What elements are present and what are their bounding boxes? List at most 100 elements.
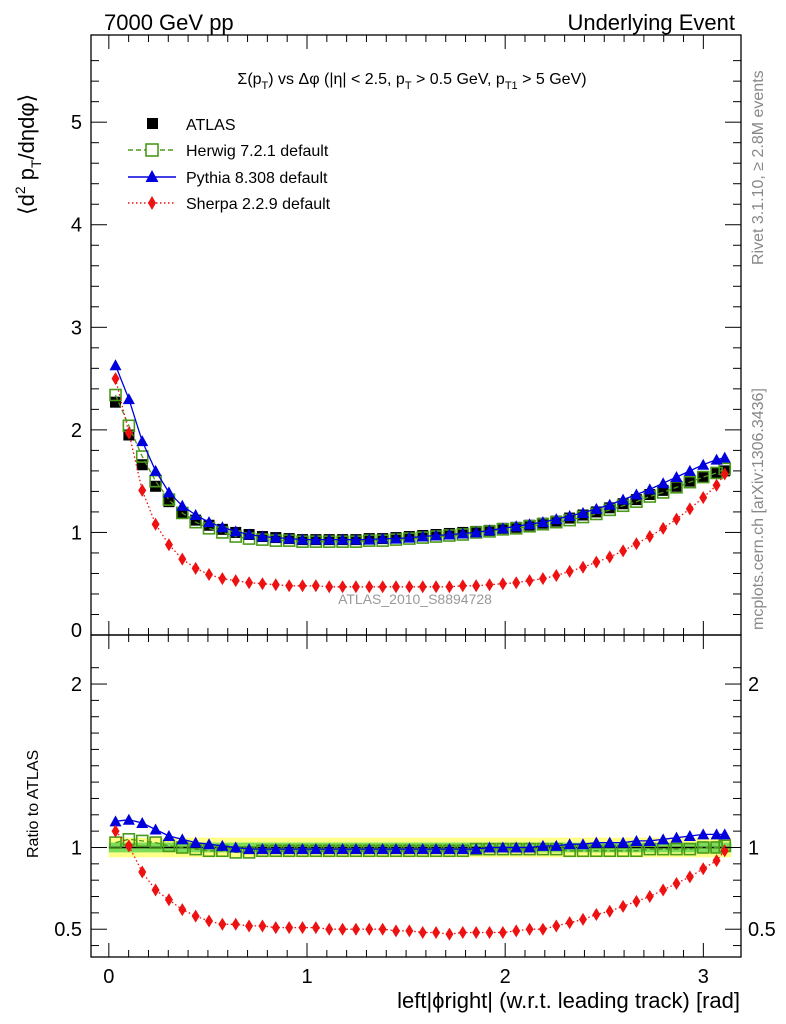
ratio-point-sherpa (124, 839, 133, 853)
x-axis-label: left|ϕright| (w.r.t. leading track) [rad… (397, 988, 740, 1013)
top-point-pythia (657, 477, 670, 489)
legend-marker-pythia (145, 170, 159, 182)
legend-label-atlas: ATLAS (186, 117, 236, 134)
legend-item-atlas: ATLAS (147, 117, 236, 134)
ratio-point-pythia (576, 838, 589, 850)
ratio-point-pythia (403, 843, 416, 855)
top-point-pythia (122, 393, 135, 405)
ratio-point-pythia (162, 830, 175, 842)
ratio-point-pythia (630, 834, 643, 846)
top-point-pythia (376, 532, 389, 544)
top-point-sherpa (552, 569, 561, 583)
ratio-point-sherpa (392, 924, 401, 938)
top-line-pythia (114, 365, 725, 541)
ratio-point-sherpa (271, 921, 280, 935)
ratio-point-pythia (136, 816, 149, 828)
top-point-sherpa (565, 564, 574, 578)
top-point-atlas (670, 480, 682, 492)
ratio-point-sherpa (592, 908, 601, 922)
ratio-point-sherpa (672, 876, 681, 890)
top-point-pythia (683, 464, 696, 476)
ratio-point-pythia (430, 843, 443, 855)
ratio-point-pythia (349, 843, 362, 855)
top-point-pythia (550, 513, 563, 525)
ratio-point-sherpa (632, 894, 641, 908)
top-title: Σ(pT) vs Δφ (|η| < 2.5, pT > 0.5 GeV, pT… (237, 71, 586, 92)
top-point-pythia (256, 530, 269, 542)
top-point-sherpa (538, 572, 547, 586)
ratio-point-sherpa (578, 912, 587, 926)
top-point-sherpa (418, 580, 427, 594)
ratio-point-sherpa (512, 924, 521, 938)
top-point-atlas (644, 488, 656, 500)
top-y-tick-label: 3 (71, 317, 82, 339)
ratio-point-sherpa (432, 925, 441, 939)
title-t3: ) vs Δφ (|η| < 2.5, p (268, 71, 405, 88)
ratio-point-pythia (122, 813, 135, 825)
ratio-point-sherpa (191, 909, 200, 923)
ratio-point-sherpa (338, 922, 347, 936)
ratio-point-pythia (296, 843, 309, 855)
ratio-point-sherpa (565, 916, 574, 930)
ratio-point-sherpa (138, 865, 147, 879)
ratio-point-sherpa (485, 925, 494, 939)
top-ylabel-d: T (28, 159, 44, 168)
ratio-point-pythia (710, 828, 723, 840)
x-tick-label: 0 (103, 966, 114, 988)
top-ylabel: ⟨d2 pT/dηdφ⟩ (12, 94, 44, 215)
top-point-sherpa (191, 561, 200, 575)
ratio-y-tick-label-left: 1 (71, 837, 82, 859)
top-point-pythia (216, 521, 229, 533)
top-point-pythia (323, 533, 336, 545)
ratio-point-pythia (536, 839, 549, 851)
top-point-sherpa (578, 560, 587, 574)
legend-marker-sherpa (148, 196, 156, 210)
ratio-point-pythia (390, 843, 403, 855)
top-point-pythia (189, 509, 202, 520)
top-point-pythia (603, 498, 616, 510)
top-point-atlas (190, 514, 202, 526)
ratio-point-sherpa (538, 922, 547, 936)
top-point-sherpa (592, 555, 601, 569)
ratio-point-pythia (563, 838, 576, 850)
ratio-point-sherpa (685, 870, 694, 884)
ratio-point-herwig (670, 842, 683, 856)
ratio-point-pythia (550, 839, 563, 851)
ratio-point-sherpa (178, 903, 187, 917)
top-ylabel-c: p (14, 168, 39, 186)
mcplots-label: mcplots.cern.ch [arXiv:1306.3436] (750, 388, 767, 630)
ratio-point-pythia (523, 841, 536, 853)
analysis-watermark: ATLAS_2010_S8894728 (338, 591, 492, 607)
ratio-point-pythia (590, 836, 603, 848)
ratio-point-sherpa (418, 925, 427, 939)
ratio-point-pythia (256, 843, 269, 855)
ratio-y-tick-label-right: 2 (748, 674, 759, 696)
top-point-pythia (283, 532, 296, 544)
top-point-pythia (670, 471, 683, 483)
legend-marker-herwig (145, 143, 159, 157)
top-ylabel-a: ⟨d (14, 194, 39, 215)
ratio-point-pythia (363, 843, 376, 855)
top-y-tick-label: 2 (71, 420, 82, 442)
ratio-point-pythia (510, 841, 523, 853)
top-point-pythia (443, 528, 456, 540)
title-t1: Σ(p (237, 71, 261, 88)
top-ylabel-e: /dηdφ⟩ (14, 94, 39, 160)
top-point-pythia (416, 530, 429, 542)
ratio-point-sherpa (365, 922, 374, 936)
top-point-sherpa (632, 537, 641, 551)
top-point-sherpa (720, 467, 729, 481)
top-point-pythia (149, 464, 162, 476)
ratio-point-pythia (309, 843, 322, 855)
ratio-point-sherpa (111, 824, 120, 838)
top-point-sherpa (699, 491, 708, 505)
top-point-sherpa (458, 579, 467, 593)
top-point-sherpa (298, 579, 307, 593)
ratio-point-pythia (149, 823, 162, 835)
ratio-point-sherpa (619, 899, 628, 913)
ratio-point-pythia (283, 843, 296, 855)
top-point-pythia (643, 483, 656, 495)
top-point-sherpa (218, 572, 227, 586)
top-point-pythia (243, 528, 256, 540)
